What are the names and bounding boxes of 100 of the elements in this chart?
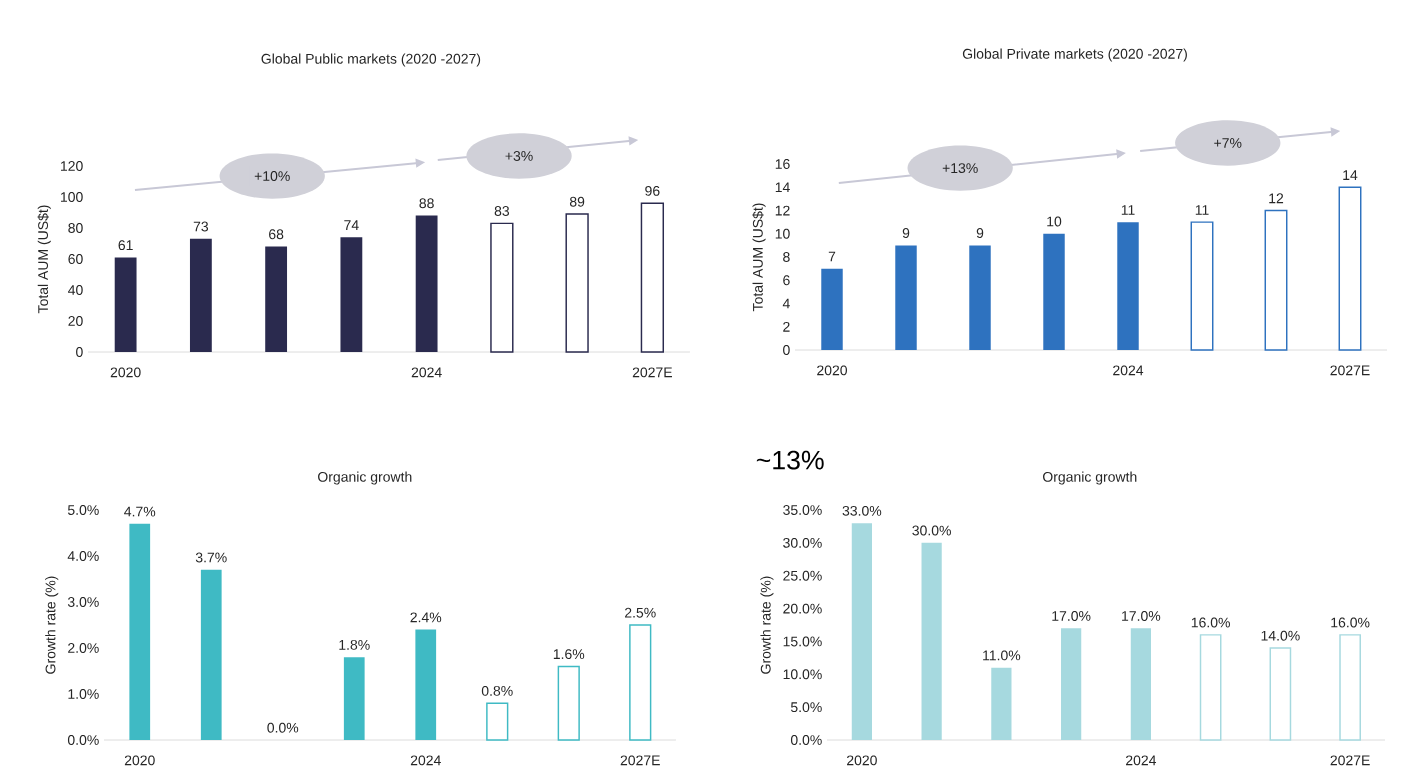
y-tick-label: 16: [775, 159, 790, 169]
x-tick-label: 2020: [817, 365, 848, 376]
data-label: 3.7%: [195, 552, 227, 563]
data-label: 17.0%: [1052, 611, 1091, 621]
data-label: 14: [1343, 170, 1358, 180]
bar: [189, 238, 212, 353]
data-label: 30.0%: [912, 525, 951, 536]
text: +3%: [505, 151, 533, 161]
y-tick-label: 8: [783, 252, 790, 262]
text: ~13%: [756, 450, 824, 470]
y-tick-label: 12: [775, 205, 790, 216]
bar: [343, 657, 365, 741]
data-label: 17.0%: [1122, 611, 1161, 621]
data-label: 2.4%: [410, 612, 442, 623]
data-label: 9: [902, 228, 910, 239]
data-label: 73: [193, 221, 209, 232]
data-label: 89: [569, 196, 585, 207]
y-tick-label: 35.0%: [783, 505, 822, 515]
y-tick-label: 80: [68, 223, 83, 233]
data-label: 88: [419, 198, 434, 209]
bar: [114, 257, 137, 353]
data-label: 7: [828, 251, 836, 262]
y-tick-label: 40: [68, 285, 83, 295]
data-label: 83: [494, 206, 510, 216]
data-label: 0.0%: [267, 722, 299, 733]
bar: [340, 237, 363, 353]
x-tick-label: 2020: [110, 367, 141, 378]
y-tick-label: 30.0%: [783, 537, 822, 548]
data-label: 68: [269, 229, 284, 240]
bar: [1339, 634, 1361, 741]
data-label: 33.0%: [842, 505, 882, 516]
y-tick-label: 10.0%: [783, 669, 822, 680]
x-tick-label: 2024: [410, 755, 441, 766]
bar: [1061, 628, 1082, 741]
y-tick-label: 4.0%: [67, 551, 99, 561]
data-label: 61: [118, 240, 133, 251]
y-tick-label: 3.0%: [67, 597, 99, 607]
bar: [991, 667, 1012, 741]
bar: [1269, 647, 1292, 741]
data-label: 1.8%: [339, 639, 370, 650]
y-tick-label: 2.0%: [68, 643, 99, 653]
y-tick-label: 60: [68, 254, 83, 264]
y-tick-label: 1.0%: [68, 689, 99, 699]
bar: [415, 629, 437, 741]
bar: [629, 624, 652, 741]
bar: [490, 222, 514, 353]
data-label: 1.6%: [553, 649, 585, 660]
data-label: 16.0%: [1191, 617, 1230, 628]
x-tick-label: 2027E: [620, 755, 660, 766]
data-label: 10: [1047, 216, 1062, 227]
x-tick-label: 2024: [1113, 365, 1144, 376]
data-label: 9: [976, 228, 984, 239]
bar: [1117, 222, 1139, 351]
y-tick-label: 0.0%: [67, 735, 99, 745]
bar: [821, 268, 843, 351]
y-tick-label: 0.0%: [790, 735, 822, 745]
annotation: +10%: [254, 171, 290, 182]
bar: [1264, 209, 1288, 351]
data-label: 12: [1269, 193, 1284, 204]
data-label: 16.0%: [1331, 617, 1370, 628]
bar: [415, 215, 438, 353]
data-label: 96: [645, 185, 660, 196]
y-tick-label: 120: [61, 161, 83, 171]
x-tick-label: 2024: [411, 367, 442, 378]
x-tick-label: 2027E: [1330, 755, 1370, 766]
y-tick-label: 0: [76, 347, 83, 357]
bar: [1199, 634, 1222, 741]
bar: [565, 213, 589, 353]
bar: [1338, 186, 1362, 351]
bar: [557, 665, 580, 741]
bar: [851, 523, 872, 741]
x-tick-label: 2024: [1126, 755, 1157, 766]
y-tick-label: 5.0%: [67, 505, 99, 515]
y-tick-label: 0: [783, 345, 790, 355]
bar: [921, 542, 942, 741]
data-label: 11: [1121, 205, 1135, 215]
bar: [640, 202, 665, 353]
y-axis-title: Growth rate (%): [45, 576, 59, 674]
y-tick-label: 4: [782, 298, 790, 309]
y-axis-title: Total AUM (US$t): [37, 205, 51, 314]
y-tick-label: 2: [783, 321, 790, 332]
bar: [129, 523, 151, 741]
chart-title: Global Private markets (2020 -2027): [962, 48, 1187, 62]
y-axis-title: Total AUM (US$t): [752, 203, 766, 312]
x-tick-label: 2020: [847, 755, 877, 766]
data-label: 4.7%: [124, 506, 156, 517]
bar: [1043, 233, 1065, 351]
chart-title: Organic growth: [318, 471, 412, 485]
bar: [1130, 628, 1151, 741]
chart-title: Organic growth: [1043, 471, 1137, 485]
bar: [969, 245, 991, 351]
y-tick-label: 15.0%: [783, 636, 822, 647]
y-axis-title: Growth rate (%): [760, 576, 774, 674]
text: +7%: [1214, 138, 1242, 148]
y-tick-label: 20: [68, 316, 83, 326]
data-label: 2.5%: [625, 607, 656, 618]
bar: [265, 246, 288, 353]
chart-title: Global Public markets (2020 -2027): [261, 53, 481, 67]
data-label: 0.8%: [481, 685, 513, 696]
y-tick-label: 20.0%: [783, 603, 822, 614]
